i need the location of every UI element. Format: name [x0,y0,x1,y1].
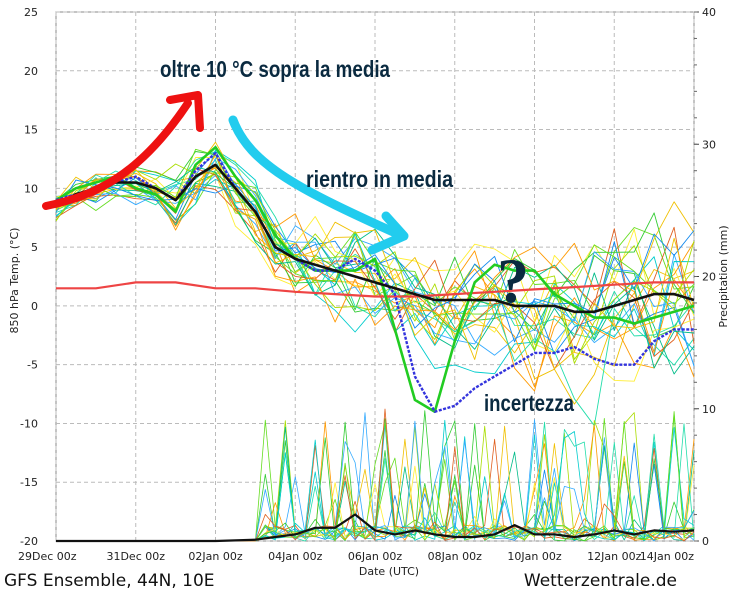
y-tick-label: 20 [24,65,38,78]
y-tick-label: -10 [20,417,38,430]
y-tick-label: 15 [24,124,38,137]
x-tick-label: 29Dec 00z [18,550,77,563]
y-tick-label: 5 [31,241,38,254]
series-line-climate [56,281,694,298]
y2-tick-label: 0 [702,535,709,548]
y-tick-label: 25 [24,6,38,19]
x-tick-label: 08Jan 00z [428,550,482,563]
ensemble-member-line [55,152,695,353]
ensemble-member-line [55,159,695,366]
ensemble-member-line [55,166,695,369]
x-tick-label: 31Dec 00z [106,550,165,563]
annotation-back-to-mean: rientro in media [306,166,453,192]
annotation-uncertainty: incertezza [484,390,574,416]
y2-tick-label: 40 [702,6,716,19]
y-tick-label: 10 [24,182,38,195]
series-line-operational [55,145,695,414]
y-tick-label: -15 [20,476,38,489]
y2-tick-label: 30 [702,138,716,151]
y2-tick-label: 20 [702,271,716,284]
y-axis-label: 850 hPa Temp. (°C) [8,228,21,334]
footer-source-label[interactable]: Wetterzentrale.de [523,571,677,591]
annotation-question-mark: ? [497,245,529,316]
x-tick-label: 10Jan 00z [507,550,561,563]
y-tick-label: -20 [20,535,38,548]
y-tick-label: 0 [31,300,38,313]
x-tick-label: 02Jan 00z [188,550,242,563]
annotation-cyan-arrow [228,115,407,241]
x-tick-label: 12Jan 00z [587,550,641,563]
annotation-red-arrowhead [166,91,204,132]
y-tick-label: -5 [27,359,38,372]
y2-axis-label: Precipitation (mm) [717,225,730,327]
precip-mean-line [56,513,695,543]
x-tick-label: 14Jan 00z [640,550,694,563]
annotation-above-mean: oltre 10 °C sopra la media [160,56,390,82]
x-tick-label: 04Jan 00z [268,550,322,563]
x-tick-label: 06Jan 00z [348,550,402,563]
ensemble-member-line [55,163,695,364]
series-line-mean [55,163,695,314]
footer-model-label: GFS Ensemble, 44N, 10E [4,571,215,591]
x-axis-label: Date (UTC) [359,565,419,578]
y2-tick-label: 10 [702,403,716,416]
annotation-cyan-arrowhead [367,211,409,255]
annotation-red-arrow [42,99,192,210]
